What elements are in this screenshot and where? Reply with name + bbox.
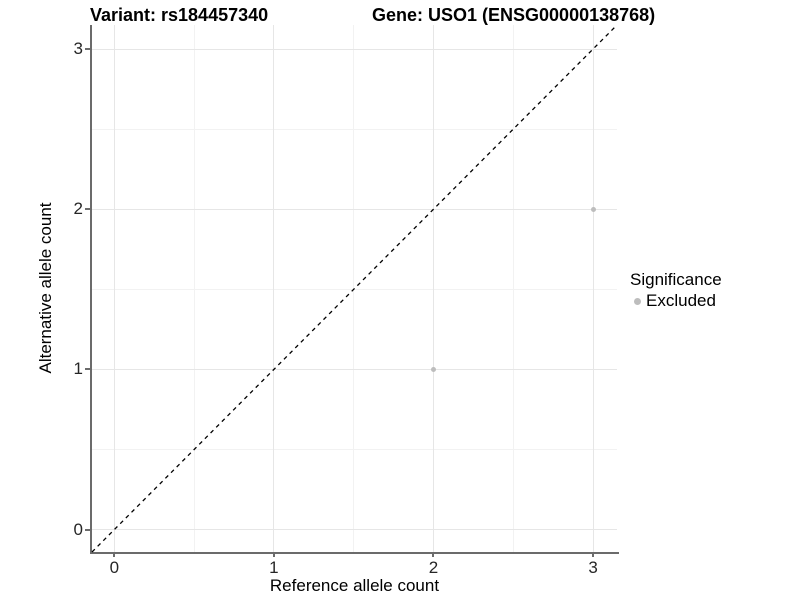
grid-major-y [92, 48, 617, 50]
plot-panel: 0 1 2 3 0 1 2 3 [74, 24, 619, 577]
y-tick-mark [85, 368, 90, 371]
grid-major-x [113, 25, 115, 552]
y-tick-mark [85, 528, 90, 531]
grid-minor-x [512, 25, 514, 552]
x-axis-line [90, 552, 619, 554]
grid-major-y [92, 208, 617, 210]
grid-major-x [432, 25, 434, 552]
grid-major-x [273, 25, 275, 552]
legend-point-icon [634, 297, 641, 305]
y-tick-label: 3 [73, 39, 83, 59]
y-tick-mark [85, 48, 90, 51]
y-tick-label: 0 [73, 519, 83, 539]
x-tick-mark [113, 552, 116, 557]
grid-major-x [592, 25, 594, 552]
legend-entry-label: Excluded [646, 291, 716, 310]
x-tick-label: 1 [269, 558, 279, 577]
data-point [430, 366, 436, 372]
data-point [590, 206, 596, 212]
gene-title: Gene: USO1 (ENSG00000138768) [372, 5, 656, 25]
x-tick-label: 0 [109, 558, 120, 577]
y-axis-line [90, 25, 92, 554]
legend-entry: Excluded [630, 291, 795, 311]
y-tick-mark [85, 208, 90, 211]
identity-line [91, 24, 618, 553]
y-tick-label: 2 [73, 199, 83, 219]
grid-minor-y [92, 448, 617, 450]
y-axis-title: Alternative allele count [36, 202, 55, 374]
legend: Significance Excluded [630, 270, 795, 311]
x-tick-label: 3 [588, 558, 598, 577]
x-tick-mark [272, 552, 275, 557]
x-tick-label: 2 [428, 558, 439, 577]
grid-minor-y [92, 128, 617, 130]
legend-title: Significance [630, 270, 722, 289]
y-tick-label: 1 [73, 359, 83, 379]
x-axis-title: Reference allele count [269, 576, 440, 595]
x-tick-mark [432, 552, 435, 557]
grid-major-y [92, 368, 617, 370]
variant-title: Variant: rs184457340 [90, 5, 269, 25]
x-tick-mark [592, 552, 595, 557]
grid-minor-x [193, 25, 195, 552]
grid-major-y [92, 529, 617, 531]
